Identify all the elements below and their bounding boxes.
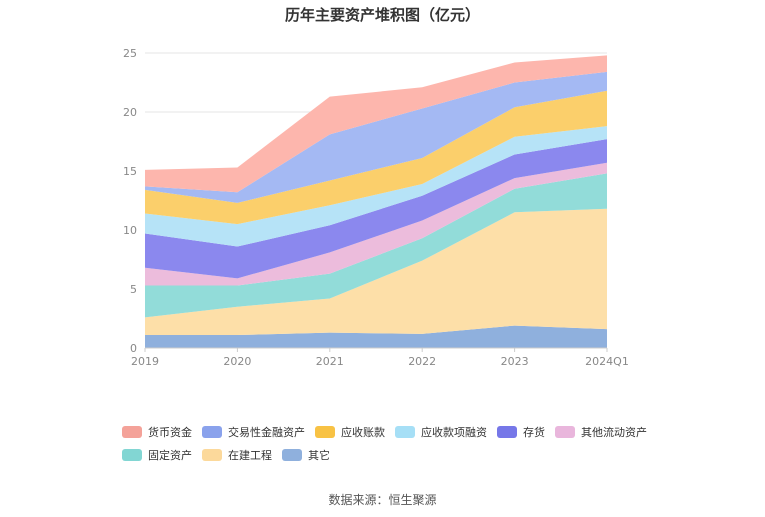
legend-item[interactable]: 其他流动资产 — [555, 425, 647, 439]
legend-item[interactable]: 应收款项融资 — [395, 425, 487, 439]
legend-label: 存货 — [523, 426, 545, 439]
x-tick-label: 2023 — [501, 355, 529, 368]
area-series-交易性金融资产 — [145, 71, 607, 203]
legend-item[interactable]: 存货 — [497, 425, 545, 439]
legend-label: 货币资金 — [148, 426, 192, 439]
legend-label: 交易性金融资产 — [228, 426, 305, 439]
area-series-应收款项融资 — [145, 126, 607, 247]
legend-swatch — [122, 426, 142, 438]
area-series-货币资金 — [145, 55, 607, 193]
legend-item[interactable]: 货币资金 — [122, 425, 192, 439]
legend-item[interactable]: 其它 — [282, 448, 330, 462]
data-source-note: 数据来源：恒生聚源 — [328, 493, 437, 507]
y-tick-label: 0 — [130, 342, 137, 355]
legend-swatch — [202, 426, 222, 438]
legend-item[interactable]: 在建工程 — [202, 448, 272, 462]
legend-swatch — [497, 426, 517, 438]
x-tick-label: 2021 — [316, 355, 344, 368]
legend-item[interactable]: 交易性金融资产 — [202, 425, 305, 439]
legend-swatch — [555, 426, 575, 438]
legend-item[interactable]: 应收账款 — [315, 425, 385, 439]
x-tick-label: 2020 — [223, 355, 251, 368]
area-series — [145, 55, 607, 348]
area-series-应收账款 — [145, 90, 607, 225]
legend-swatch — [202, 449, 222, 461]
area-series-其他流动资产 — [145, 162, 607, 286]
y-tick-label: 20 — [123, 106, 137, 119]
area-series-存货 — [145, 139, 607, 279]
legend-label: 在建工程 — [228, 449, 272, 462]
y-tick-label: 10 — [123, 224, 137, 237]
legend-swatch — [282, 449, 302, 461]
legend-swatch — [395, 426, 415, 438]
chart-title: 历年主要资产堆积图（亿元） — [284, 6, 480, 24]
area-series-其它 — [145, 325, 607, 348]
legend-label: 固定资产 — [148, 449, 192, 462]
y-tick-label: 25 — [123, 47, 137, 60]
legend: 货币资金 交易性金融资产 应收账款 应收款项融资 存货 其他流动资产固定资产 在建工程 其它 — [122, 425, 682, 462]
area-series-固定资产 — [145, 173, 607, 318]
legend-swatch — [315, 426, 335, 438]
x-tick-label: 2022 — [408, 355, 436, 368]
legend-label: 其他流动资产 — [581, 426, 647, 439]
area-series-在建工程 — [145, 208, 607, 336]
x-tick-label: 2024Q1 — [585, 355, 629, 368]
x-tick-label: 2019 — [131, 355, 159, 368]
y-tick-label: 5 — [130, 283, 137, 296]
legend-label: 应收账款 — [341, 426, 385, 439]
legend-swatch — [122, 449, 142, 461]
legend-item[interactable]: 固定资产 — [122, 448, 192, 462]
legend-label: 应收款项融资 — [421, 426, 487, 439]
legend-label: 其它 — [308, 449, 330, 462]
axes: 0 5 10 15 20 25 2019 2020 2021 2022 2023 2024Q1 — [123, 47, 629, 368]
y-tick-label: 15 — [123, 165, 137, 178]
